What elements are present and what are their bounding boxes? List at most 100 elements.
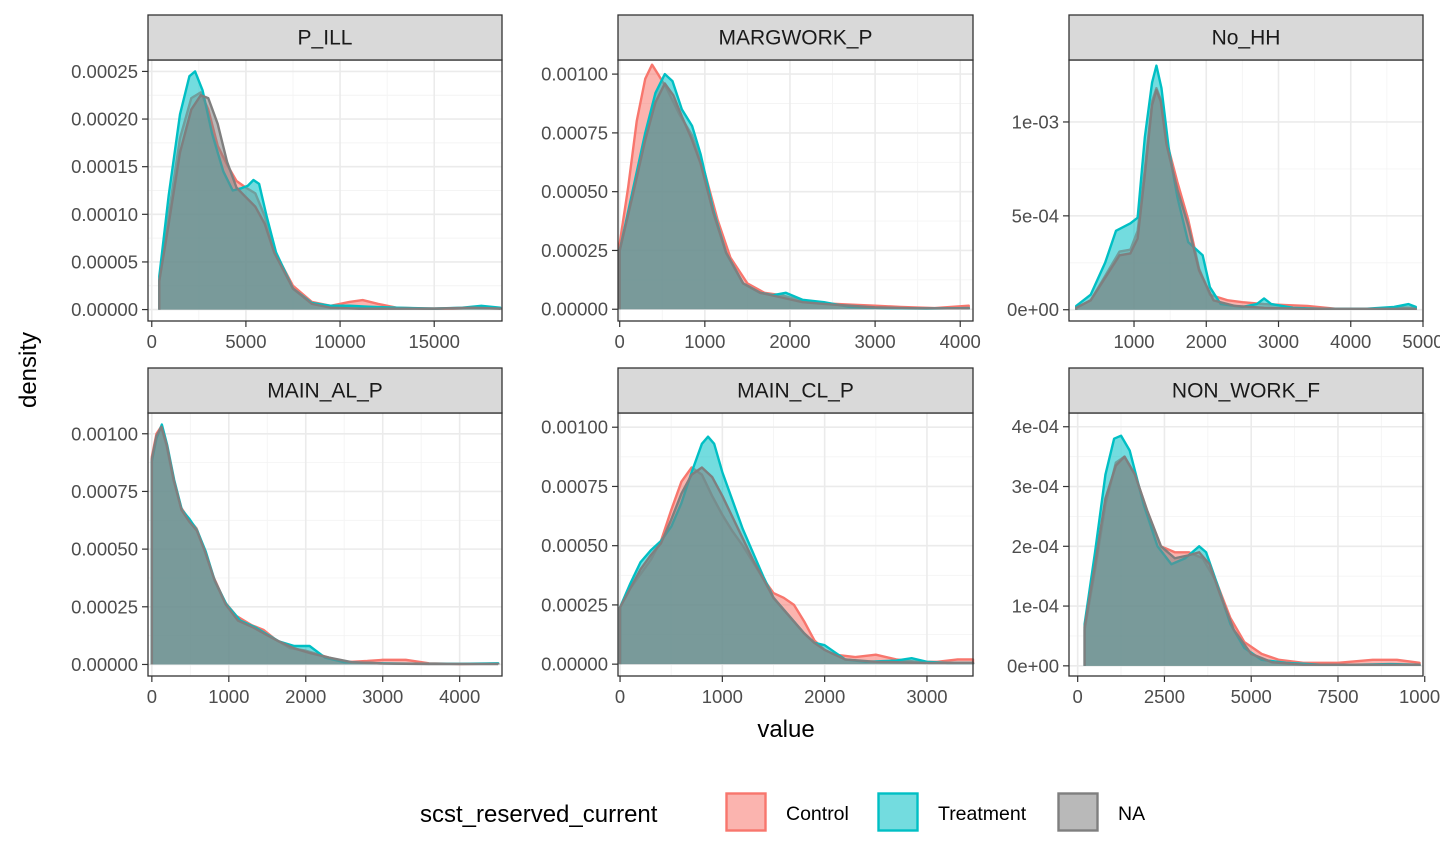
y-tick-label: 1e-03	[1012, 111, 1059, 132]
y-tick-label: 0.00015	[71, 156, 138, 177]
y-tick-label: 0.00025	[541, 594, 608, 615]
x-axis-title: value	[757, 716, 814, 743]
x-tick-label: 3000	[1258, 331, 1299, 352]
y-tick-label: 0e+00	[1007, 299, 1059, 320]
density-line-na	[1083, 455, 1421, 666]
legend-label: Control	[786, 803, 849, 825]
y-tick-label: 3e-04	[1012, 476, 1059, 497]
facet-strip-label: MARGWORK_P	[718, 27, 872, 50]
y-tick-label: 0.00050	[541, 181, 608, 202]
facet-strip	[147, 367, 503, 414]
y-tick-label: 0.00000	[71, 654, 138, 675]
y-tick-label: 0.00050	[541, 535, 608, 556]
facet-strip-label: MAIN_CL_P	[737, 380, 854, 403]
y-tick-label: 0.00005	[71, 251, 138, 272]
x-tick-label: 15000	[408, 331, 459, 352]
y-tick-label: 0.00050	[71, 539, 138, 560]
legend-swatch	[877, 792, 919, 832]
facet-panel: MARGWORK_P 0 1000 2000 3000 4000 0.00000 0.0002…	[541, 14, 981, 352]
density-area-na	[1084, 456, 1420, 666]
legend-label: NA	[1118, 803, 1145, 825]
x-tick-label: 3000	[906, 686, 947, 707]
legend-item-na: NA	[1057, 792, 1145, 832]
y-tick-label: 0.00100	[71, 423, 138, 444]
x-tick-label: 3000	[855, 331, 896, 352]
x-tick-label: 2000	[1186, 331, 1227, 352]
facet-strip	[1068, 367, 1424, 414]
density-line-control	[618, 63, 970, 310]
y-tick-label: 0.00100	[541, 64, 608, 85]
x-tick-label: 0	[147, 331, 157, 352]
facet-panel: P_ILL 0 5000 10000 15000 0.00000 0.00005 0.0001…	[71, 14, 503, 352]
facet-strip	[1068, 14, 1424, 61]
y-axis-title: density	[15, 332, 42, 408]
y-tick-label: 0.00000	[541, 299, 608, 320]
y-tick-label: 4e-04	[1012, 416, 1059, 437]
x-tick-label: 2500	[1144, 686, 1185, 707]
legend-item-control: Control	[725, 792, 849, 832]
y-tick-label: 0.00100	[541, 417, 608, 438]
y-tick-label: 0.00010	[71, 204, 138, 225]
facet-panel: MAIN_AL_P 0 1000 2000 3000 4000 0.00000 0.00025…	[71, 367, 503, 707]
y-tick-label: 0.00020	[71, 109, 138, 130]
density-line-na	[1075, 88, 1417, 310]
legend-swatch	[725, 792, 767, 832]
x-tick-label: 0	[1073, 686, 1083, 707]
x-tick-label: 1000	[702, 686, 743, 707]
density-line-na	[158, 94, 502, 310]
legend-items: Control Treatment NA	[725, 792, 1145, 832]
x-tick-label: 4000	[439, 686, 480, 707]
y-tick-label: 2e-04	[1012, 536, 1059, 557]
x-tick-label: 5000	[1402, 331, 1440, 352]
x-tick-label: 4000	[940, 331, 981, 352]
y-tick-label: 0.00075	[541, 476, 608, 497]
facet-strip	[617, 367, 974, 414]
x-tick-label: 4000	[1330, 331, 1371, 352]
density-line-na	[150, 425, 500, 666]
y-tick-label: 0.00000	[541, 654, 608, 675]
facet-panel: MAIN_CL_P 0 1000 2000 3000 0.00000 0.00025 0.00…	[541, 367, 975, 707]
x-tick-label: 1000	[684, 331, 725, 352]
facet-panel: No_HH 1000 2000 3000 4000 5000 0e+00 5e-04 1e-03	[1007, 14, 1440, 352]
facet-strip-label: NON_WORK_F	[1172, 380, 1320, 403]
facet-panel: NON_WORK_F 0 2500 5000 7500 10000 0e+00 1e-04 2e…	[1007, 367, 1440, 707]
y-tick-label: 0e+00	[1007, 655, 1059, 676]
facet-strip	[617, 14, 974, 61]
facet-strip	[147, 14, 503, 61]
facet-strip-label: P_ILL	[298, 27, 353, 50]
density-area-na	[151, 426, 499, 665]
legend-title: scst_reserved_current	[420, 801, 658, 828]
density-line-na	[618, 466, 975, 665]
y-tick-label: 0.00025	[541, 240, 608, 261]
x-tick-label: 10000	[1399, 686, 1440, 707]
y-tick-label: 0.00025	[71, 61, 138, 82]
x-tick-label: 0	[147, 686, 157, 707]
legend: scst_reserved_current Control Treatment NA	[420, 792, 1145, 832]
x-tick-label: 0	[615, 331, 625, 352]
density-area-na	[1076, 90, 1416, 310]
density-line-na	[618, 82, 970, 310]
y-tick-label: 0.00025	[71, 596, 138, 617]
x-tick-label: 7500	[1317, 686, 1358, 707]
x-tick-label: 2000	[804, 686, 845, 707]
x-tick-label: 5000	[1231, 686, 1272, 707]
x-tick-label: 10000	[314, 331, 365, 352]
x-tick-label: 2000	[285, 686, 326, 707]
y-tick-label: 1e-04	[1012, 596, 1059, 617]
y-tick-label: 0.00000	[71, 299, 138, 320]
x-tick-label: 1000	[1113, 331, 1154, 352]
y-tick-label: 0.00075	[71, 481, 138, 502]
legend-swatch	[1057, 792, 1099, 832]
x-tick-label: 0	[615, 686, 625, 707]
legend-label: Treatment	[938, 803, 1027, 825]
y-tick-label: 5e-04	[1012, 205, 1059, 226]
density-area-na	[159, 95, 501, 310]
x-tick-label: 3000	[362, 686, 403, 707]
x-tick-label: 5000	[225, 331, 266, 352]
density-area-na	[619, 83, 969, 310]
x-tick-label: 1000	[208, 686, 249, 707]
facet-strip-label: No_HH	[1212, 27, 1281, 50]
y-tick-label: 0.00075	[541, 122, 608, 143]
density-area-na	[620, 467, 973, 665]
